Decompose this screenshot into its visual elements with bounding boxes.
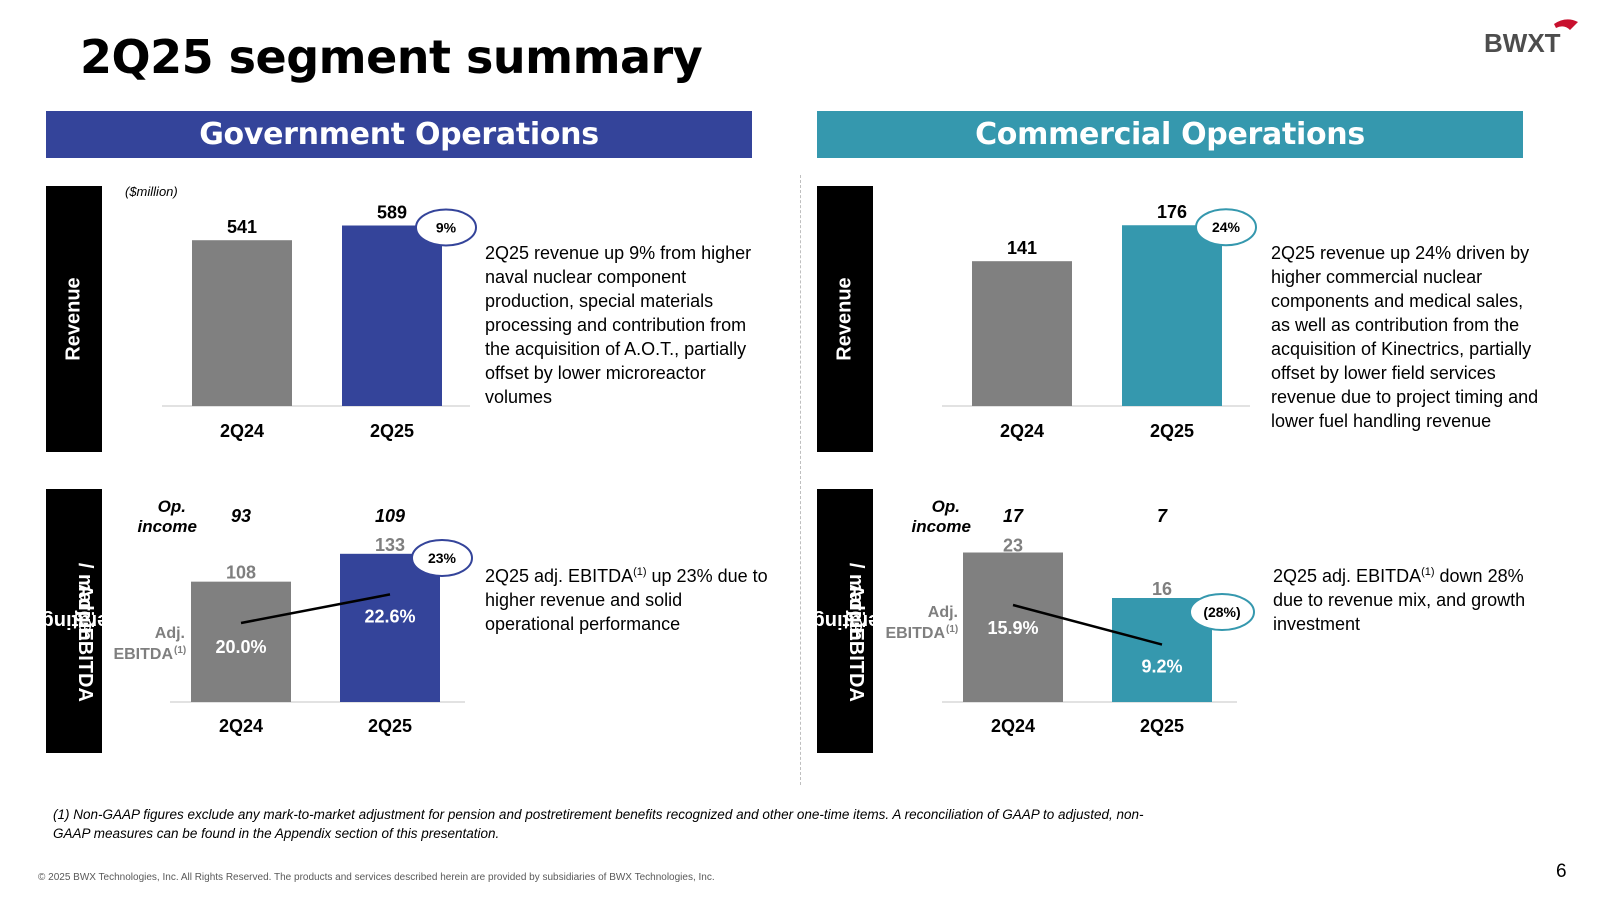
x-tick-label: 2Q24 bbox=[219, 716, 263, 736]
page-number: 6 bbox=[1556, 861, 1567, 882]
x-tick-label: 2Q25 bbox=[1140, 716, 1184, 736]
margin-label: 9.2% bbox=[1141, 657, 1182, 677]
section-divider bbox=[800, 175, 801, 785]
bar-2q25 bbox=[342, 225, 442, 406]
com-revenue-description: 2Q25 revenue up 24% driven by higher com… bbox=[1271, 243, 1539, 431]
gov-ebitda-chart: Op.income Adj. EBITDA (1) 108 93 2Q24 133 109 2Q2… bbox=[113, 497, 473, 736]
adj-ebitda-superscript: (1) bbox=[946, 624, 958, 635]
com-ebitda-row-label: Operating income & Adj. EBITDA (1) / margi… bbox=[717, 489, 907, 753]
logo-swoosh bbox=[1554, 19, 1578, 30]
change-badge bbox=[1189, 593, 1255, 631]
logo-text: BWXT bbox=[1484, 28, 1561, 58]
gov-revenue-chart: 541 2Q24 589 2Q25 9% bbox=[162, 203, 477, 441]
com-ebitda-chart: Op.income Adj. EBITDA (1) 23 17 2Q24 16 7 2Q25 15.… bbox=[885, 497, 1255, 736]
op-income-label: income bbox=[911, 517, 971, 536]
change-badge-label: 24% bbox=[1212, 219, 1241, 235]
op-income-value: 17 bbox=[1003, 506, 1024, 526]
op-income-label: Op. bbox=[158, 497, 186, 516]
gov-ebitda-row-label: Operating income &Adj. EBITDA(1) / margi… bbox=[0, 489, 136, 753]
com-revenue-chart: 141 2Q24 176 2Q25 24% bbox=[942, 202, 1257, 441]
bar-2q25 bbox=[340, 553, 440, 702]
bar-2q24 bbox=[972, 261, 1072, 406]
op-income-label: income bbox=[137, 517, 197, 536]
adj-ebitda-value: 16 bbox=[1152, 579, 1172, 599]
commercial-operations-header: Commercial Operations bbox=[817, 111, 1523, 158]
adj-ebitda-label: Adj. bbox=[155, 625, 185, 642]
change-badge-label: 23% bbox=[428, 550, 457, 566]
bwxt-logo: BWXT bbox=[1484, 19, 1578, 58]
adj-ebitda-value: 133 bbox=[375, 535, 405, 555]
bar-value-label: 541 bbox=[227, 217, 257, 237]
adj-ebitda-superscript: (1) bbox=[174, 645, 186, 656]
margin-trend-line bbox=[240, 593, 391, 625]
page-title: 2Q25 segment summary bbox=[80, 30, 703, 84]
gov-ebitda-description: 2Q25 adj. EBITDA(1) up 23% due to higher… bbox=[485, 566, 768, 634]
government-operations-header: Government Operations bbox=[46, 111, 752, 158]
margin-label: 22.6% bbox=[364, 606, 415, 626]
x-tick-label: 2Q24 bbox=[1000, 421, 1044, 441]
adj-ebitda-label: Adj. bbox=[928, 604, 958, 621]
op-income-value: 93 bbox=[231, 506, 251, 526]
adj-ebitda-label: EBITDA bbox=[113, 646, 173, 663]
gov-revenue-row-label: Revenue bbox=[46, 186, 102, 452]
footnote: (1) Non-GAAP figures exclude any mark-to… bbox=[53, 807, 1144, 841]
change-badge-label: (28%) bbox=[1203, 604, 1240, 620]
bar-2q25 bbox=[1122, 225, 1222, 406]
bar-value-label: 589 bbox=[377, 203, 407, 223]
change-badge bbox=[415, 208, 477, 247]
x-tick-label: 2Q25 bbox=[1150, 421, 1194, 441]
bar-2q24 bbox=[191, 581, 291, 702]
op-income-value: 7 bbox=[1157, 506, 1168, 526]
x-tick-label: 2Q24 bbox=[991, 716, 1035, 736]
op-income-label: Op. bbox=[932, 497, 960, 516]
bar-value-label: 176 bbox=[1157, 202, 1187, 222]
x-tick-label: 2Q25 bbox=[370, 421, 414, 441]
x-tick-label: 2Q25 bbox=[368, 716, 412, 736]
margin-label: 15.9% bbox=[987, 618, 1038, 638]
adj-ebitda-label: EBITDA bbox=[885, 625, 945, 642]
bar-2q24 bbox=[192, 240, 292, 406]
margin-label: 20.0% bbox=[215, 637, 266, 657]
change-badge bbox=[411, 539, 473, 577]
adj-ebitda-value: 23 bbox=[1003, 536, 1023, 556]
op-income-value: 109 bbox=[375, 506, 405, 526]
adj-ebitda-value: 108 bbox=[226, 563, 256, 583]
bar-2q24 bbox=[963, 552, 1063, 702]
gov-revenue-description: 2Q25 revenue up 9% from higher naval nuc… bbox=[485, 243, 752, 407]
com-revenue-row-label: Revenue bbox=[817, 186, 873, 452]
copyright: © 2025 BWX Technologies, Inc. All Rights… bbox=[38, 872, 715, 883]
change-badge-label: 9% bbox=[436, 220, 457, 236]
com-ebitda-description: 2Q25 adj. EBITDA(1) down 28% due to reve… bbox=[1273, 566, 1526, 634]
units-note: ($million) bbox=[125, 184, 178, 199]
x-tick-label: 2Q24 bbox=[220, 421, 264, 441]
margin-trend-line bbox=[1012, 603, 1163, 646]
change-badge bbox=[1195, 208, 1257, 247]
bar-value-label: 141 bbox=[1007, 238, 1037, 258]
